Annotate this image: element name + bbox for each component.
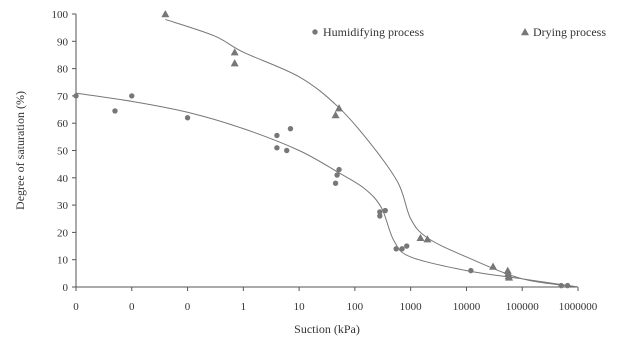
axes xyxy=(75,14,578,288)
humidifying-point xyxy=(129,93,135,99)
y-tick-label: 0 xyxy=(63,282,69,294)
humidifying-point xyxy=(334,172,340,178)
humidifying-point xyxy=(564,282,571,289)
legend-drying-marker xyxy=(521,28,529,36)
humidifying-processfit-curve xyxy=(75,92,579,288)
humidifying-point xyxy=(332,180,339,186)
drying-point xyxy=(505,273,514,281)
humidifying-point xyxy=(377,209,383,215)
humidifying-point xyxy=(284,147,290,154)
y-tick-label: 50 xyxy=(57,146,69,158)
x-tick-label: 0 xyxy=(129,301,135,313)
legend-drying-label: Drying process xyxy=(533,25,606,39)
drying-point xyxy=(416,233,425,242)
data-points xyxy=(73,10,571,289)
y-tick-label: 90 xyxy=(57,36,69,48)
humidifying-point xyxy=(377,213,383,219)
humidifying-point xyxy=(112,108,118,114)
fit-curves xyxy=(75,18,579,288)
x-tick-label: 0 xyxy=(73,301,79,313)
humidifying-point xyxy=(468,267,474,274)
x-tick-label: 1000 xyxy=(400,301,423,313)
x-tick-label: 100 xyxy=(347,301,364,313)
drying-point xyxy=(331,111,340,119)
y-tick-label: 70 xyxy=(57,91,69,103)
drying-point xyxy=(423,235,432,243)
drying-point xyxy=(335,104,344,112)
humidifying-point xyxy=(399,246,405,252)
drying-point xyxy=(230,59,239,67)
x-tick-label: 10000 xyxy=(453,301,481,313)
humidifying-point xyxy=(393,246,399,252)
humidifying-point xyxy=(73,93,79,99)
humidifying-point xyxy=(287,125,294,132)
humidifying-point xyxy=(558,282,564,289)
humidifying-point xyxy=(274,145,280,151)
y-axis-title: Degree of saturation (%) xyxy=(13,91,27,210)
y-tick-label: 100 xyxy=(52,9,69,21)
y-tick-label: 10 xyxy=(57,255,69,267)
legend-humidifying-marker xyxy=(312,29,318,35)
x-tick-label: 1000000 xyxy=(559,301,598,313)
x-tick-label: 0 xyxy=(185,301,191,313)
y-tick-label: 60 xyxy=(57,118,69,130)
legend-humidifying-label: Humidifying process xyxy=(323,25,424,39)
y-tick-label: 20 xyxy=(57,227,69,239)
y-tick-label: 30 xyxy=(57,200,69,212)
y-tick-label: 80 xyxy=(57,64,69,76)
x-axis-title: Suction (kPa) xyxy=(294,322,360,336)
x-tick-label: 10 xyxy=(294,301,306,313)
drying-point xyxy=(489,262,498,270)
humidifying-point xyxy=(184,115,191,121)
drying-point xyxy=(161,10,170,18)
legend: Humidifying process Drying process xyxy=(312,25,606,39)
humidifying-point xyxy=(336,166,342,173)
drying-processfit-curve xyxy=(165,18,579,288)
humidifying-point xyxy=(404,243,410,249)
x-tick-label: 1 xyxy=(241,301,247,313)
humidifying-point xyxy=(274,132,280,139)
drying-point xyxy=(230,48,239,56)
x-tick-label: 100000 xyxy=(506,301,540,313)
humidifying-point xyxy=(382,207,388,214)
y-tick-label: 40 xyxy=(57,173,69,185)
